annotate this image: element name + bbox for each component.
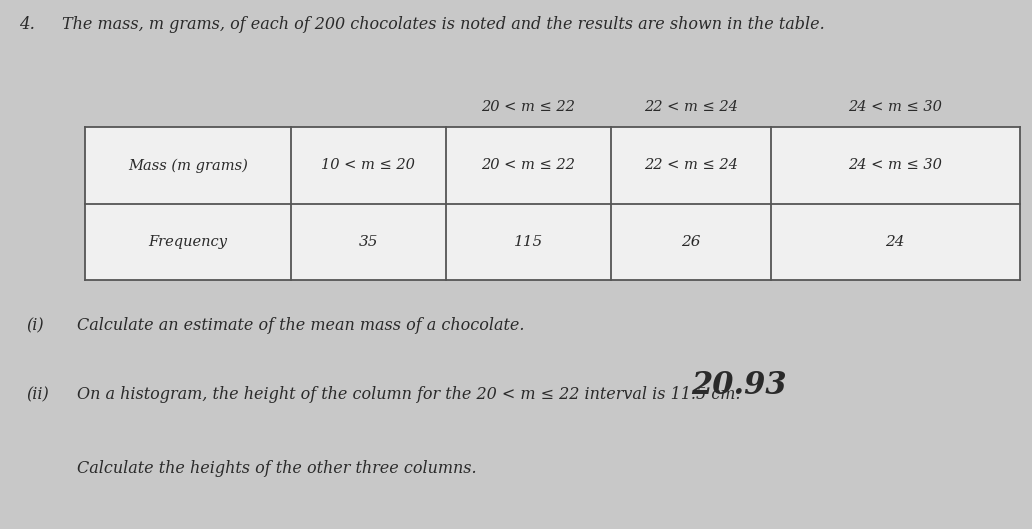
Text: 20 < m ≤ 22: 20 < m ≤ 22 [482,100,575,114]
Text: (ii): (ii) [26,386,49,403]
Text: (i): (i) [26,317,43,334]
Text: On a histogram, the height of the column for the 20 < m ≤ 22 interval is 11.5 cm: On a histogram, the height of the column… [77,386,741,403]
Text: 115: 115 [514,235,543,249]
Text: 35: 35 [359,235,378,249]
Text: 24 < m ≤ 30: 24 < m ≤ 30 [848,158,942,172]
Text: 20.93: 20.93 [691,370,787,402]
Text: 22 < m ≤ 24: 22 < m ≤ 24 [644,158,738,172]
Text: Calculate an estimate of the mean mass of a chocolate.: Calculate an estimate of the mean mass o… [77,317,525,334]
Text: The mass, m grams, of each of 200 chocolates is noted and the results are shown : The mass, m grams, of each of 200 chocol… [62,16,825,33]
Text: 10 < m ≤ 20: 10 < m ≤ 20 [322,158,415,172]
Text: 24: 24 [885,235,905,249]
Text: Calculate the heights of the other three columns.: Calculate the heights of the other three… [77,460,477,477]
Text: 22 < m ≤ 24: 22 < m ≤ 24 [644,100,738,114]
Text: Mass (m grams): Mass (m grams) [128,158,248,172]
Text: 24 < m ≤ 30: 24 < m ≤ 30 [848,100,942,114]
Text: Frequency: Frequency [149,235,227,249]
Text: 4.: 4. [19,16,34,33]
Text: 26: 26 [681,235,701,249]
Text: 20 < m ≤ 22: 20 < m ≤ 22 [482,158,575,172]
